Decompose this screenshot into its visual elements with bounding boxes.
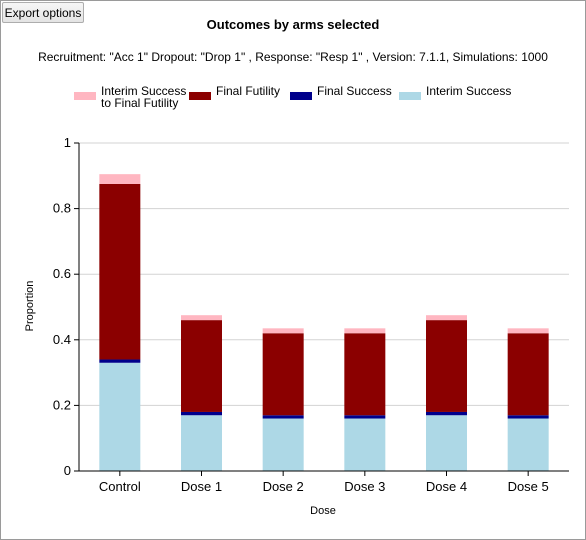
x-tick-label: Dose 3 [344,479,385,494]
x-tick-labels: Control Dose 1 Dose 2 Dose 3 Dose 4 Dose 5 [99,479,549,494]
bar-segment [507,418,549,471]
bar-segment [262,328,304,334]
bar-segment [507,415,549,419]
y-axis-label: Proportion [24,281,36,332]
bar-segment [181,415,222,471]
bar-segment [181,315,222,321]
bar-segment [344,328,386,334]
y-tick-label: 1 [64,135,71,150]
bar-segment [344,418,386,471]
x-tick-label: Control [99,479,141,494]
legend-swatch [74,92,96,100]
bar-segment [426,315,467,321]
bar-segment [99,184,141,360]
bar-segment [262,415,304,419]
y-tick-labels: 0 0.2 0.4 0.6 0.8 1 [53,135,71,478]
legend-label: Interim Success [426,84,511,98]
bar-segment [99,174,141,184]
bar-segment [507,328,549,334]
y-tick-label: 0 [64,463,71,478]
bar-segment [99,359,141,363]
x-tick-label: Dose 2 [263,479,304,494]
x-tick-label: Dose 1 [181,479,222,494]
grid-lines [79,142,569,406]
legend-label: Interim Success [101,84,186,98]
bar-segment [262,418,304,471]
legend-swatch [189,92,211,100]
axes [74,142,569,476]
legend-swatch [290,92,312,100]
bar-stack-group [99,174,549,471]
legend-label: Final Success [317,84,392,98]
legend-label-line2: to Final Futility [101,96,178,110]
y-tick-label: 0.6 [53,266,71,281]
x-tick-label: Dose 5 [508,479,549,494]
legend-label: Final Futility [216,84,280,98]
bar-segment [99,362,141,471]
y-tick-label: 0.2 [53,397,71,412]
bar-segment [426,411,467,416]
export-options-button[interactable]: Export options [2,2,84,23]
bar-segment [344,333,386,416]
bar-segment [426,415,467,471]
chart-title: Outcomes by arms selected [207,17,380,32]
bar-segment [344,415,386,419]
bar-segment [181,411,222,416]
legend-swatch [399,92,421,100]
x-tick-label: Dose 4 [426,479,467,494]
x-axis-label: Dose [310,505,336,517]
bar-segment [181,320,222,412]
bar-segment [507,333,549,416]
y-tick-label: 0.4 [53,332,71,347]
chart-subtitle: Recruitment: "Acc 1" Dropout: "Drop 1" ,… [38,50,548,64]
bar-segment [426,320,467,412]
y-tick-label: 0.8 [53,201,71,216]
bar-segment [262,333,304,416]
